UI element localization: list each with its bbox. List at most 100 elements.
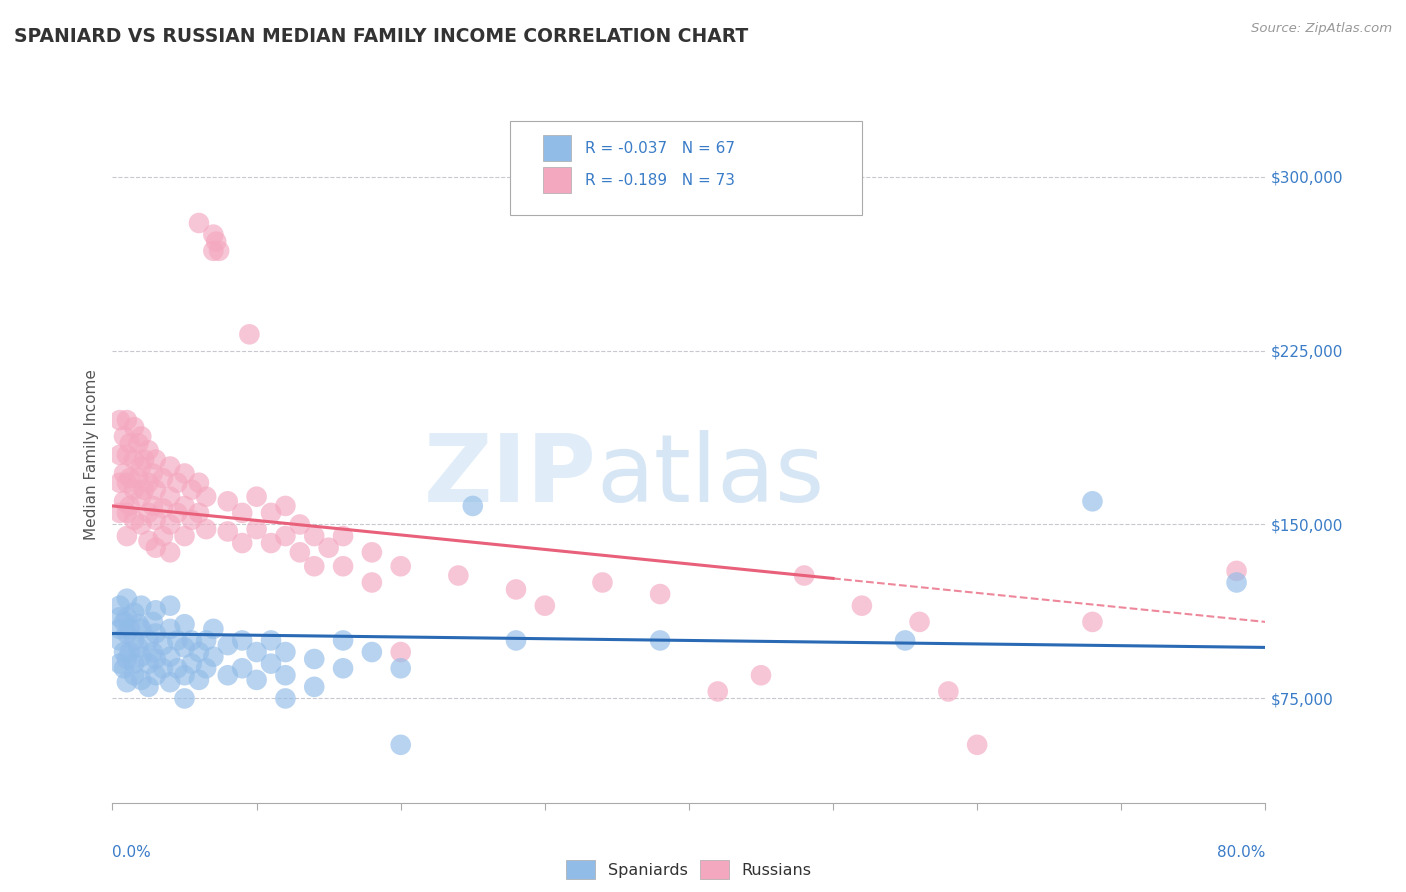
Point bbox=[749, 668, 772, 682]
Point bbox=[145, 652, 167, 666]
Point bbox=[152, 661, 174, 675]
Point bbox=[108, 599, 131, 613]
Point bbox=[288, 517, 311, 532]
Point bbox=[360, 645, 382, 659]
Point bbox=[188, 475, 211, 490]
Point bbox=[145, 668, 167, 682]
Point bbox=[245, 522, 267, 536]
Point bbox=[127, 640, 149, 655]
Point bbox=[389, 645, 412, 659]
Point bbox=[115, 448, 138, 462]
Point bbox=[389, 559, 412, 574]
Text: R = -0.037   N = 67: R = -0.037 N = 67 bbox=[585, 141, 735, 155]
Point bbox=[122, 513, 145, 527]
Point bbox=[202, 649, 225, 664]
Point bbox=[108, 448, 131, 462]
Point bbox=[202, 227, 225, 242]
Point bbox=[145, 483, 167, 497]
Point bbox=[173, 467, 195, 481]
Point bbox=[138, 475, 160, 490]
Point bbox=[851, 599, 873, 613]
Point bbox=[159, 459, 181, 474]
Point bbox=[505, 633, 527, 648]
Point bbox=[231, 661, 253, 675]
Point bbox=[389, 661, 412, 675]
Point bbox=[966, 738, 988, 752]
Point bbox=[274, 645, 297, 659]
Point bbox=[159, 599, 181, 613]
Point bbox=[112, 661, 135, 675]
Point bbox=[260, 657, 283, 671]
Point bbox=[122, 633, 145, 648]
Point bbox=[108, 413, 131, 427]
Point bbox=[173, 640, 195, 655]
Point bbox=[188, 506, 211, 520]
Point bbox=[706, 684, 728, 698]
Point bbox=[231, 633, 253, 648]
Point bbox=[142, 615, 165, 629]
Point bbox=[112, 615, 135, 629]
Point bbox=[112, 467, 135, 481]
Point bbox=[115, 675, 138, 690]
Point bbox=[142, 645, 165, 659]
Point bbox=[122, 452, 145, 467]
Point bbox=[173, 668, 195, 682]
Point bbox=[134, 483, 156, 497]
Point bbox=[112, 429, 135, 443]
Point bbox=[274, 499, 297, 513]
Point bbox=[129, 673, 153, 687]
Point bbox=[202, 622, 225, 636]
Point bbox=[304, 559, 326, 574]
Point bbox=[159, 517, 181, 532]
Point bbox=[118, 499, 141, 513]
Point bbox=[332, 633, 354, 648]
Point bbox=[360, 545, 382, 559]
Point bbox=[145, 541, 167, 555]
Point bbox=[108, 506, 131, 520]
Point bbox=[118, 622, 141, 636]
Point bbox=[138, 657, 160, 671]
Point bbox=[360, 575, 382, 590]
Point bbox=[1226, 575, 1249, 590]
Point bbox=[159, 545, 181, 559]
Point bbox=[195, 522, 218, 536]
Point bbox=[129, 517, 153, 532]
Point bbox=[202, 244, 225, 258]
Point bbox=[304, 529, 326, 543]
Point bbox=[205, 235, 228, 249]
Point bbox=[1226, 564, 1249, 578]
Point bbox=[115, 591, 138, 606]
Point bbox=[274, 691, 297, 706]
Point bbox=[118, 436, 141, 450]
Point bbox=[195, 633, 218, 648]
Point bbox=[180, 633, 202, 648]
Point bbox=[108, 475, 131, 490]
FancyBboxPatch shape bbox=[510, 121, 862, 215]
Point bbox=[195, 661, 218, 675]
Point bbox=[134, 452, 156, 467]
Point bbox=[217, 494, 239, 508]
Point bbox=[122, 606, 145, 620]
Point bbox=[152, 471, 174, 485]
Point bbox=[138, 533, 160, 548]
Point bbox=[127, 471, 149, 485]
Point bbox=[238, 327, 260, 342]
Point bbox=[152, 529, 174, 543]
Point bbox=[138, 443, 160, 458]
Point bbox=[138, 506, 160, 520]
Point bbox=[173, 499, 195, 513]
Point bbox=[122, 483, 145, 497]
Point bbox=[115, 610, 138, 624]
Point bbox=[115, 529, 138, 543]
Point bbox=[894, 633, 917, 648]
Point bbox=[152, 501, 174, 516]
Point bbox=[166, 661, 188, 675]
Point bbox=[260, 633, 283, 648]
Legend: Spaniards, Russians: Spaniards, Russians bbox=[560, 854, 818, 885]
Point bbox=[145, 603, 167, 617]
Point bbox=[217, 524, 239, 539]
Point bbox=[115, 626, 138, 640]
Y-axis label: Median Family Income: Median Family Income bbox=[83, 369, 98, 541]
Point bbox=[108, 657, 131, 671]
Point bbox=[166, 475, 188, 490]
